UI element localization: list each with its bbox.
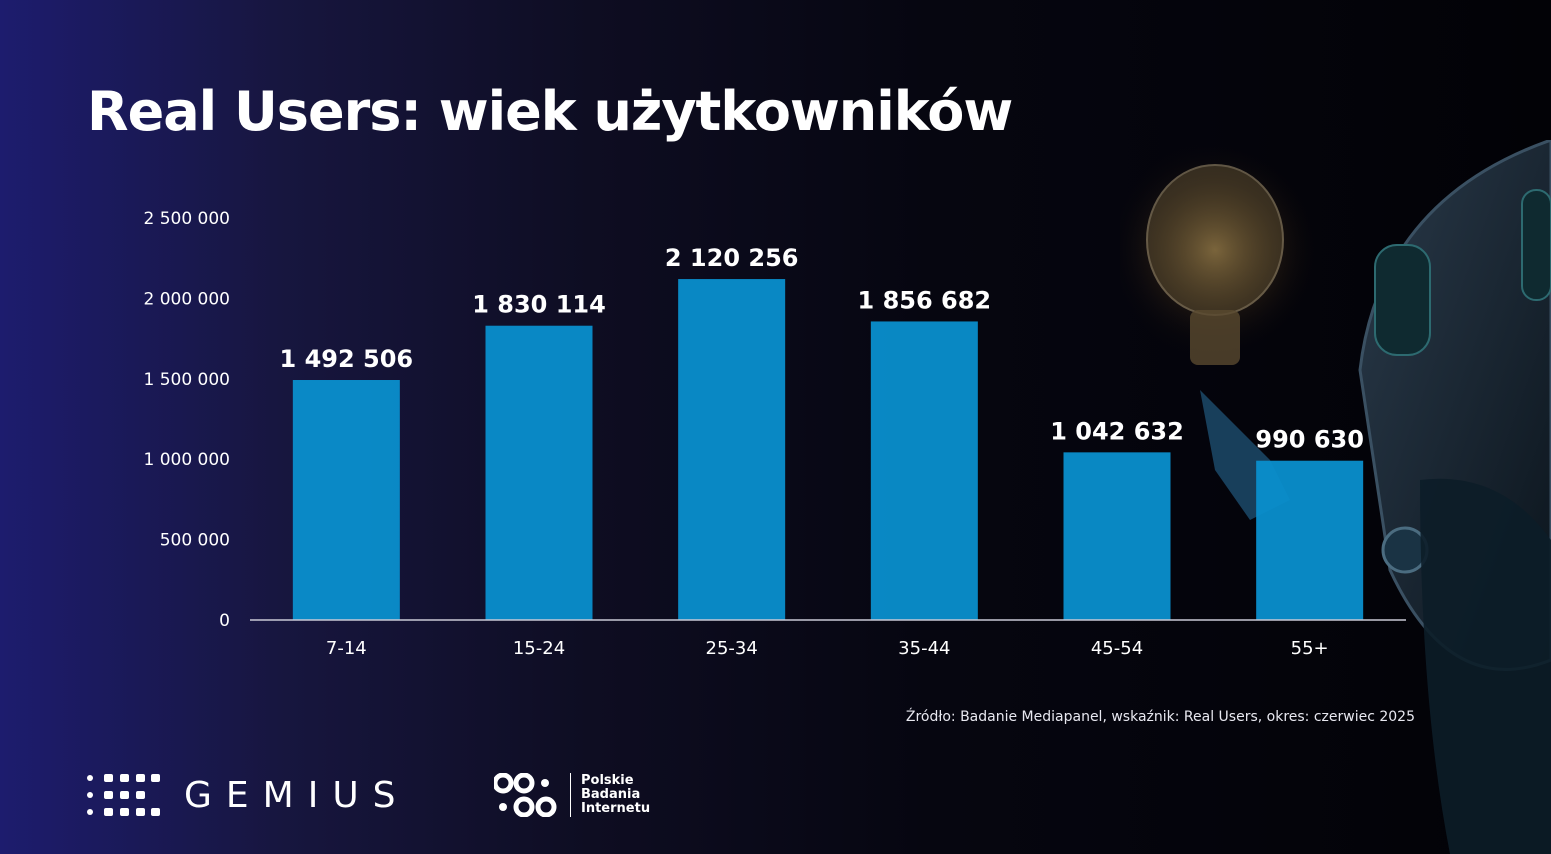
x-tick-label: 55+ (1291, 638, 1329, 659)
pbi-line-3: Internetu (581, 801, 651, 816)
pbi-line-2: Badania (581, 787, 641, 802)
bar (1256, 460, 1364, 620)
x-tick-label: 15-24 (513, 638, 565, 659)
x-tick-label: 7-14 (326, 638, 367, 659)
bars (292, 279, 1364, 620)
pbi-logo: Polskie Badania Internetu (494, 772, 650, 818)
y-tick-label: 500 000 (160, 531, 230, 551)
y-tick-label: 2 000 000 (143, 289, 230, 309)
pbi-divider (570, 773, 571, 817)
pbi-line-1: Polskie (581, 773, 634, 788)
value-labels: 1 492 506 1 830 114 2 120 256 1 856 682 1 04… (280, 244, 1364, 454)
y-axis-ticks: 0 500 000 1 000 000 1 500 000 2 000 000 2 500… (143, 209, 230, 631)
x-axis-ticks: 7-14 15-24 25-34 35-44 45-54 55+ (326, 638, 1329, 659)
y-tick-label: 1 500 000 (143, 370, 230, 390)
pbi-circles-icon (494, 773, 557, 817)
bar-value-label: 1 492 506 (280, 345, 414, 373)
bar-value-label: 1 856 682 (858, 286, 992, 314)
x-tick-label: 35-44 (898, 638, 950, 659)
gemius-logo: GEMIUS (86, 773, 410, 817)
bar (678, 279, 786, 620)
bar (485, 325, 593, 620)
page-title: Real Users: wiek użytkowników (87, 80, 1013, 143)
gemius-dots-icon (87, 774, 160, 816)
bar-value-label: 1 042 632 (1050, 417, 1184, 445)
y-tick-label: 1 000 000 (143, 450, 230, 470)
y-tick-label: 2 500 000 (143, 209, 230, 229)
bar (1063, 452, 1171, 620)
bar-value-label: 2 120 256 (665, 244, 799, 272)
bar (292, 380, 400, 620)
y-tick-label: 0 (219, 611, 230, 631)
robot-lightbulb-illustration (1120, 140, 1551, 854)
bar (870, 321, 978, 620)
source-note: Źródło: Badanie Mediapanel, wskaźnik: Re… (905, 709, 1415, 725)
pbi-wordmark: Polskie Badania Internetu (581, 774, 650, 816)
x-tick-label: 25-34 (706, 638, 758, 659)
bar-value-label: 990 630 (1255, 426, 1364, 454)
x-tick-label: 45-54 (1091, 638, 1143, 659)
bar-value-label: 1 830 114 (472, 291, 606, 319)
gemius-wordmark: GEMIUS (184, 774, 410, 816)
